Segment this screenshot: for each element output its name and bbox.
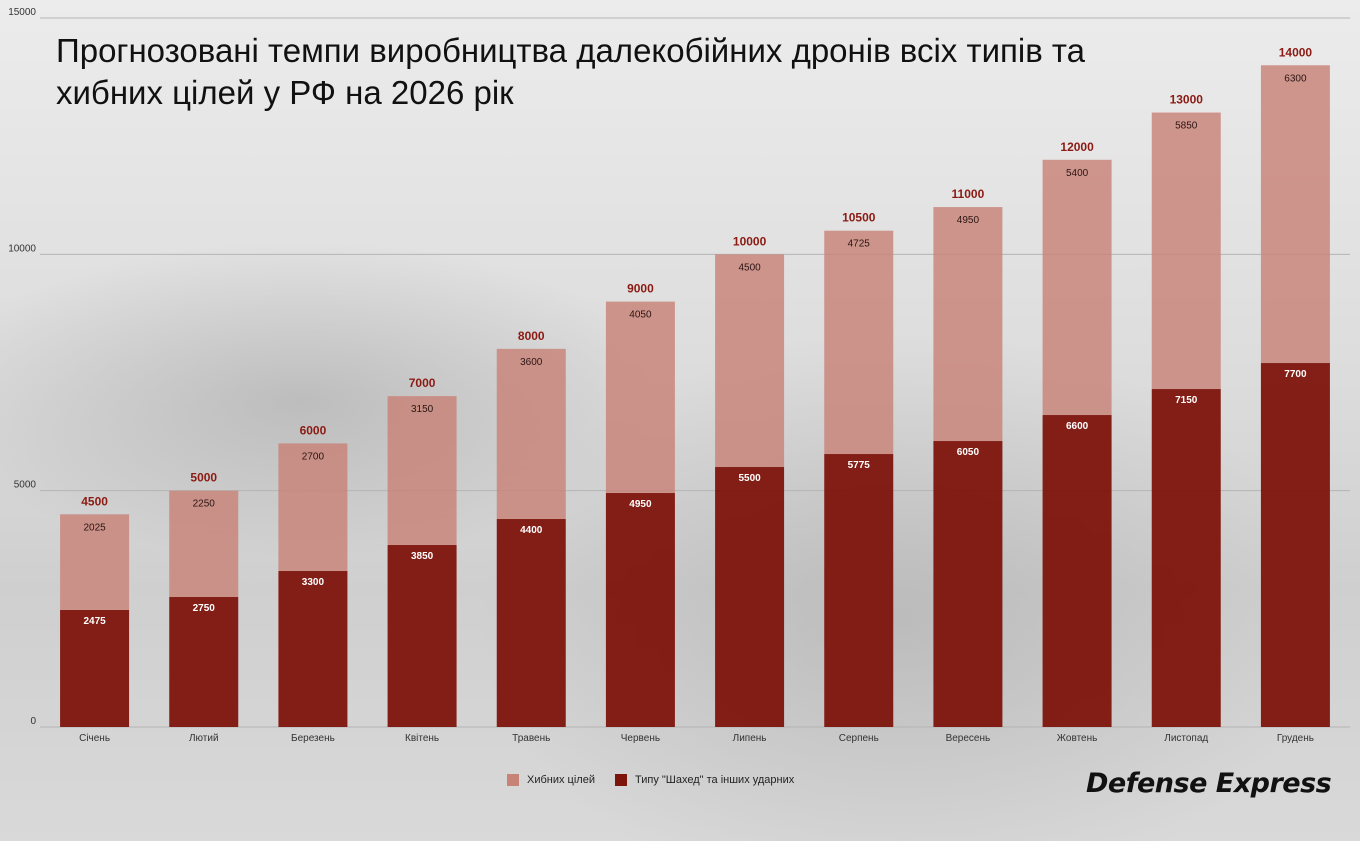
data-label-strike: 3850 [411,551,434,562]
data-label-decoy: 5400 [1066,168,1089,179]
bar-strike [605,493,675,727]
chart-title: Прогнозовані темпи виробництва далекобій… [56,32,1085,111]
legend-item-strike: Типу "Шахед" та інших ударних [614,774,795,786]
bar-strike [1042,415,1112,727]
legend-label-decoy: Хибних цілей [527,774,595,786]
data-label-strike: 5775 [848,460,871,471]
bar-strike [278,571,348,727]
bar-decoy [387,396,457,546]
bar-strike [1260,363,1330,727]
x-tick-label: Квітень [405,733,439,744]
data-label-strike: 3300 [302,577,325,588]
data-label-strike: 6050 [957,447,980,458]
data-label-total: 12000 [1060,140,1094,154]
data-label-decoy: 3150 [411,404,434,415]
data-label-total: 11000 [952,187,985,201]
data-label-decoy: 2700 [302,451,325,462]
data-label-decoy: 5850 [1175,121,1198,132]
bar-strike [387,545,457,727]
x-tick-label: Травень [512,733,550,744]
data-label-total: 13000 [1170,93,1204,107]
x-tick-label: Жовтень [1057,733,1098,744]
x-tick-label: Листопад [1164,733,1208,744]
data-label-strike: 4950 [629,499,652,510]
data-label-total: 10000 [733,234,767,248]
data-label-strike: 5500 [738,473,761,484]
bar-strike [1151,389,1221,727]
bar-decoy [605,301,675,494]
data-label-strike: 7150 [1175,395,1198,406]
x-tick-label: Лютий [189,733,219,744]
data-label-decoy: 4725 [848,239,871,250]
legend: Хибних цілей Типу "Шахед" та інших ударн… [507,770,814,790]
data-label-total: 8000 [518,329,545,343]
data-label-strike: 4400 [520,525,543,536]
legend-item-decoy: Хибних цілей [507,774,595,786]
data-label-decoy: 2025 [83,522,106,533]
brand-logo: Defense Express [1086,768,1332,799]
data-label-total: 9000 [627,282,654,296]
data-label-strike: 2750 [193,603,216,614]
x-tick-label: Серпень [839,733,879,744]
x-tick-label: Березень [291,733,335,744]
data-label-total: 7000 [409,376,436,390]
bar-decoy [1042,159,1112,416]
x-tick-label: Січень [79,733,110,744]
data-label-strike: 2475 [83,616,106,627]
y-tick-label: 15000 [8,7,36,18]
data-label-decoy: 4050 [629,310,652,321]
bar-strike [933,441,1003,727]
legend-label-strike: Типу "Шахед" та інших ударних [634,774,795,786]
data-label-total: 5000 [190,471,217,485]
bar-strike [60,610,130,727]
bar-strike [496,519,566,727]
data-label-strike: 6600 [1066,421,1089,432]
data-label-strike: 7700 [1284,369,1307,380]
y-tick-label: 10000 [8,243,36,254]
bar-strike [169,597,239,727]
bar-decoy [1260,65,1330,364]
data-label-total: 10500 [842,211,876,225]
bar-decoy [278,443,348,572]
data-label-decoy: 3600 [520,357,543,368]
data-label-decoy: 2250 [193,499,216,510]
data-label-decoy: 4500 [738,262,761,273]
bar-decoy [169,490,239,598]
x-tick-label: Грудень [1277,733,1314,744]
bar-decoy [715,254,785,468]
bar-decoy [60,514,130,611]
x-tick-label: Липень [733,733,767,744]
data-label-total: 4500 [81,494,108,508]
bar-decoy [1151,112,1221,390]
legend-swatch-strike [614,774,627,786]
x-tick-label: Вересень [946,733,991,744]
data-label-total: 6000 [300,423,327,437]
bar-strike [824,454,894,727]
legend-swatch-decoy [507,774,519,786]
bar-decoy [933,207,1003,442]
x-tick-label: Червень [621,733,660,744]
bar-decoy [496,348,566,520]
data-label-total: 14000 [1279,45,1313,59]
y-tick-label: 5000 [14,480,37,491]
bar-decoy [824,230,894,455]
data-label-decoy: 6300 [1284,73,1307,84]
y-tick-label: 0 [30,716,36,727]
bar-strike [715,467,785,727]
data-label-decoy: 4950 [957,215,980,226]
